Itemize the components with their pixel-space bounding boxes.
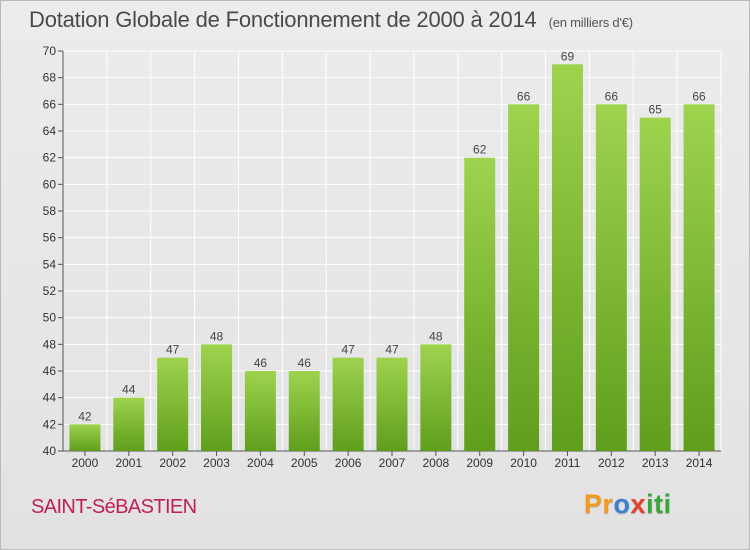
proxiti-logo[interactable]: Proxiti xyxy=(584,489,672,520)
chart-title: Dotation Globale de Fonctionnement de 20… xyxy=(29,7,633,33)
bar xyxy=(639,117,671,452)
y-tick-label: 64 xyxy=(43,124,57,138)
bar xyxy=(157,357,189,451)
y-tick-label: 48 xyxy=(43,337,57,351)
title-unit: (en milliers d'€) xyxy=(548,15,634,30)
title-text: Dotation Globale de Fonctionnement de 20… xyxy=(29,7,537,32)
y-tick-label: 68 xyxy=(43,71,57,85)
y-tick-label: 50 xyxy=(43,311,57,325)
bar xyxy=(201,344,233,451)
x-tick-label: 2005 xyxy=(291,456,318,470)
logo-letter: i xyxy=(646,489,655,519)
x-tick-label: 2012 xyxy=(598,456,625,470)
y-tick-label: 46 xyxy=(43,364,57,378)
logo-letter: t xyxy=(654,489,664,519)
bar-value-label: 46 xyxy=(254,356,268,370)
x-tick-label: 2002 xyxy=(159,456,186,470)
x-tick-label: 2007 xyxy=(379,456,406,470)
x-tick-label: 2003 xyxy=(203,456,230,470)
x-tick-label: 2011 xyxy=(555,456,581,470)
bar-value-label: 48 xyxy=(210,329,224,343)
bar-value-label: 66 xyxy=(517,89,531,103)
x-tick-label: 2013 xyxy=(642,456,669,470)
bar-value-label: 47 xyxy=(166,343,180,357)
x-tick-label: 2004 xyxy=(247,456,274,470)
x-tick-label: 2014 xyxy=(686,456,713,470)
bar-value-label: 47 xyxy=(385,343,399,357)
bar xyxy=(69,424,101,451)
bar xyxy=(332,357,364,451)
x-tick-label: 2001 xyxy=(115,456,142,470)
x-tick-label: 2010 xyxy=(510,456,537,470)
bar xyxy=(551,64,583,452)
bar-value-label: 47 xyxy=(341,343,355,357)
y-tick-label: 52 xyxy=(43,284,57,298)
logo-letter: r xyxy=(602,489,614,519)
bar xyxy=(595,104,627,451)
y-tick-label: 66 xyxy=(43,97,57,111)
axes: 40 42 44 46 48 50 52 54 56 58 60 62 64 66 68 70 2000 2001… xyxy=(43,44,721,470)
bar-value-label: 69 xyxy=(561,49,575,63)
bar-value-label: 65 xyxy=(649,103,663,117)
bar-value-label: 62 xyxy=(473,143,487,157)
bar-value-label: 44 xyxy=(122,383,136,397)
y-tick-label: 62 xyxy=(43,151,57,165)
x-tick-label: 2009 xyxy=(466,456,493,470)
x-tick-label: 2008 xyxy=(423,456,450,470)
data-labels: 42 44 47 48 46 46 47 47 48 62 66 69 66 65 66 xyxy=(78,49,706,423)
y-tick-label: 70 xyxy=(43,44,57,58)
bar-value-label: 42 xyxy=(78,409,92,423)
logo-letter: o xyxy=(613,489,631,519)
y-tick-label: 60 xyxy=(43,177,57,191)
y-tick-label: 42 xyxy=(43,417,57,431)
commune-name: SAINT-SéBASTIEN xyxy=(31,496,197,518)
logo-letter: P xyxy=(584,489,603,519)
bar xyxy=(113,397,145,451)
bar xyxy=(508,104,540,451)
bar xyxy=(420,344,452,451)
bar-value-label: 46 xyxy=(298,356,312,370)
bar xyxy=(464,157,496,451)
bar xyxy=(288,371,320,451)
bar-value-label: 66 xyxy=(692,89,706,103)
y-tick-label: 56 xyxy=(43,231,57,245)
bar-value-label: 66 xyxy=(605,89,619,103)
bar xyxy=(683,104,715,451)
bar xyxy=(244,371,276,451)
y-tick-label: 44 xyxy=(43,391,57,405)
bar-value-label: 48 xyxy=(429,329,443,343)
x-tick-label: 2006 xyxy=(335,456,362,470)
y-tick-label: 58 xyxy=(43,204,57,218)
y-tick-label: 54 xyxy=(43,257,57,271)
logo-letter: i xyxy=(663,489,672,519)
y-tick-label: 40 xyxy=(43,444,57,458)
x-tick-label: 2000 xyxy=(72,456,99,470)
bars xyxy=(69,64,715,452)
bar xyxy=(376,357,408,451)
logo-letter: x xyxy=(630,489,647,519)
